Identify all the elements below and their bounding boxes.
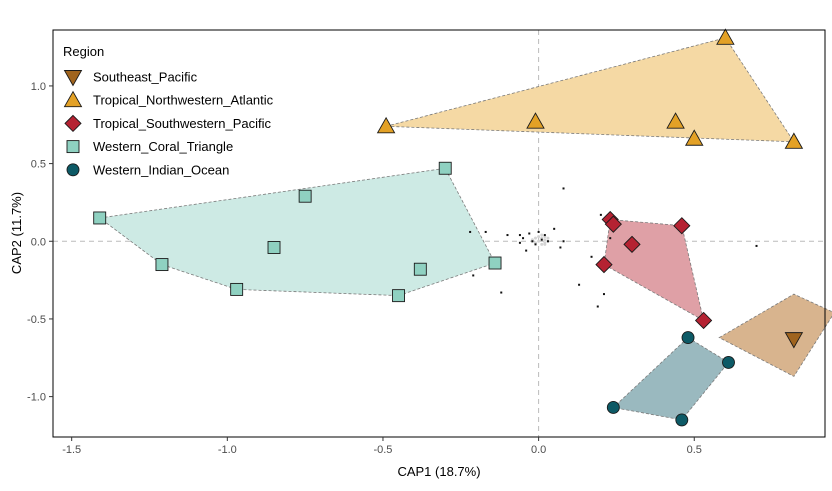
data-point	[155, 258, 169, 272]
group-hulls	[98, 37, 832, 421]
species-point	[559, 246, 562, 249]
legend: Region Southeast_Pacific Tropical_Northwe…	[63, 44, 274, 177]
species-points	[469, 187, 758, 308]
species-point	[531, 240, 534, 243]
species-point	[534, 243, 537, 246]
species-point	[518, 241, 521, 244]
data-point	[392, 289, 405, 303]
data-point	[376, 116, 396, 134]
plot-panel-border	[52, 29, 826, 438]
species-point	[590, 255, 593, 258]
species-point	[546, 240, 549, 243]
data-point	[666, 112, 685, 129]
legend-label: Western_Coral_Triangle	[93, 139, 233, 154]
species-point	[602, 293, 605, 296]
data-point	[488, 256, 502, 270]
data-point	[681, 331, 695, 345]
species-point	[596, 305, 599, 308]
species-cloud-point	[537, 239, 541, 243]
legend-label: Southeast_Pacific	[93, 70, 198, 85]
data-point	[673, 217, 691, 235]
data-point	[438, 161, 452, 175]
legend-title: Region	[63, 44, 104, 59]
x-tick-label: -1.0	[218, 444, 237, 456]
species-cloud-point	[543, 238, 547, 242]
species-point	[578, 283, 581, 286]
y-tick-label: 1.0	[31, 81, 46, 93]
species-point	[543, 234, 546, 237]
x-axis: -1.5 -1.0 -0.5 0.0 0.5	[62, 437, 702, 456]
species-point	[525, 249, 528, 252]
data-point	[722, 355, 735, 369]
data-point	[606, 401, 620, 414]
legend-label: Tropical_Southwestern_Pacific	[93, 116, 271, 131]
legend-key	[63, 70, 83, 87]
species-point	[755, 244, 758, 247]
species-point	[609, 237, 612, 240]
y-axis: -1.0 -0.5 0.0 0.5 1.0	[27, 81, 53, 404]
site-markers	[93, 28, 804, 427]
data-point	[716, 28, 735, 45]
data-point	[784, 132, 804, 149]
data-point	[267, 241, 281, 254]
species-point	[522, 237, 525, 240]
data-point	[93, 211, 107, 225]
data-point	[684, 129, 704, 146]
species-point	[518, 234, 521, 237]
species-point	[562, 187, 565, 190]
y-axis-title: CAP2 (11.7%)	[9, 192, 24, 274]
data-point	[784, 332, 804, 349]
species-cloud-point	[537, 235, 541, 239]
species-cloud-point	[534, 236, 537, 240]
y-tick-label: 0.0	[31, 236, 46, 248]
data-point	[413, 262, 427, 276]
species-point	[537, 230, 540, 233]
species-cloud-point	[540, 233, 544, 237]
species-point	[469, 230, 472, 233]
x-tick-label: -0.5	[373, 444, 392, 456]
legend-key	[63, 90, 83, 108]
species-point	[506, 234, 509, 237]
legend-label: Tropical_Northwestern_Atlantic	[93, 93, 274, 108]
y-tick-label: 0.5	[31, 159, 46, 171]
species-point	[540, 238, 543, 241]
species-cloud-point	[546, 236, 550, 240]
data-point	[595, 255, 613, 274]
species-point	[553, 227, 556, 230]
species-point	[500, 291, 503, 294]
species-point	[599, 213, 602, 216]
x-tick-label: 0.5	[687, 444, 702, 456]
data-point	[526, 112, 545, 129]
species-point	[484, 230, 487, 233]
x-tick-label: -1.5	[62, 444, 81, 456]
legend-key	[66, 163, 80, 177]
data-point	[694, 311, 713, 330]
x-axis-title: CAP1 (18.7%)	[397, 464, 480, 479]
hull-1	[385, 37, 795, 143]
data-point	[298, 189, 312, 203]
legend-key	[64, 114, 82, 133]
species-cloud-point	[543, 242, 547, 246]
x-tick-label: 0.0	[531, 444, 546, 456]
hull-0	[718, 293, 832, 377]
data-point	[604, 215, 622, 233]
y-tick-label: -0.5	[27, 314, 46, 326]
species-point	[472, 274, 475, 277]
data-point	[230, 282, 244, 296]
legend-key	[66, 140, 80, 154]
species-point	[528, 232, 531, 235]
data-point	[623, 235, 641, 254]
species-cloud-point	[540, 242, 544, 246]
y-tick-label: -1.0	[27, 392, 46, 404]
legend-label: Western_Indian_Ocean	[93, 162, 229, 177]
data-point	[675, 413, 689, 427]
species-point	[562, 240, 565, 243]
